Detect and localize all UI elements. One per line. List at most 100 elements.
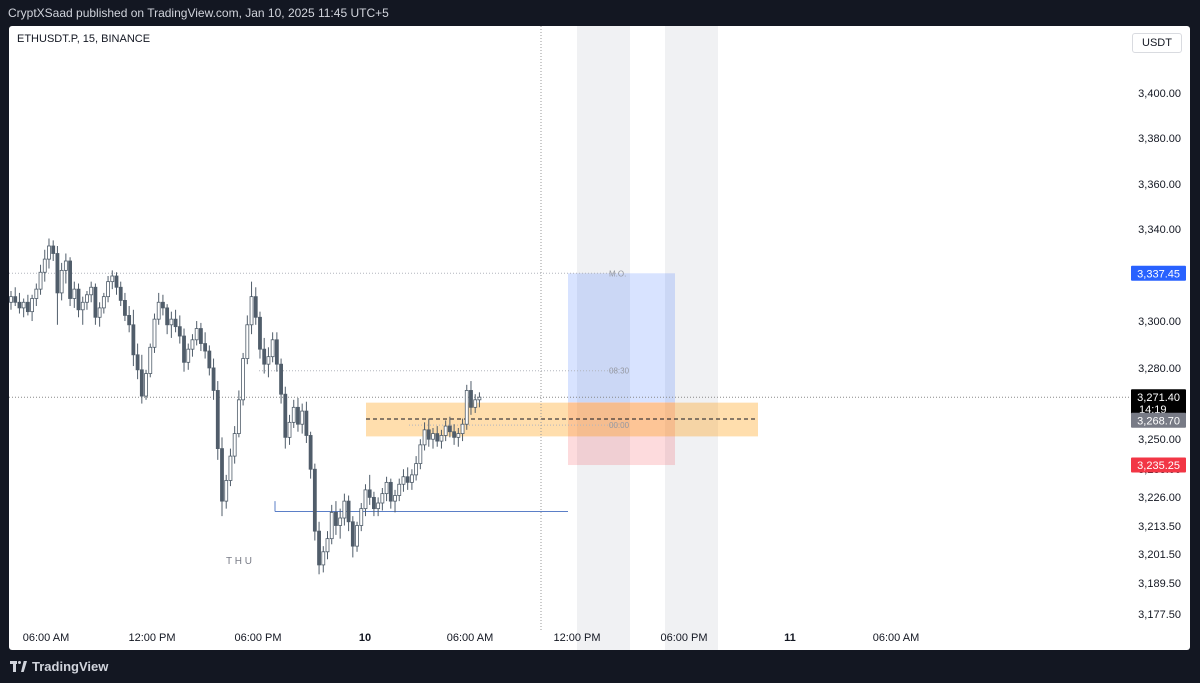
candle xyxy=(266,347,271,378)
candle xyxy=(72,281,77,308)
y-tick-label: 3,189.50 xyxy=(1138,578,1181,590)
candle xyxy=(283,386,288,449)
candle xyxy=(190,334,195,357)
y-tick-label: 3,400.00 xyxy=(1138,88,1181,100)
candle xyxy=(401,469,406,492)
candle xyxy=(114,272,119,295)
price-chart[interactable]: M.O. 08:30 00:00 T H U 3,400.00 3,380.00 3,360… xyxy=(9,26,1190,650)
publish-header: CryptXSaad published on TradingView.com,… xyxy=(0,0,1200,26)
candle xyxy=(447,416,452,438)
annotation-label: 00:00 xyxy=(609,421,630,430)
candle xyxy=(342,493,347,526)
candle xyxy=(55,245,60,325)
candle xyxy=(317,521,321,575)
currency-unit-button[interactable]: USDT xyxy=(1132,33,1182,53)
candle xyxy=(76,283,81,318)
candle xyxy=(308,431,313,479)
candle xyxy=(279,358,283,404)
symbol-label[interactable]: ETHUSDT.P, 15, BINANCE xyxy=(17,33,151,45)
candle xyxy=(47,238,51,269)
candle xyxy=(207,345,212,376)
last-price-tag-bg xyxy=(1131,389,1186,418)
candle xyxy=(388,478,393,509)
candle xyxy=(131,309,136,367)
candle xyxy=(194,321,199,346)
candle xyxy=(460,418,465,442)
candle xyxy=(464,384,469,430)
x-tick-label: 12:00 PM xyxy=(128,632,175,644)
candle xyxy=(473,394,478,413)
candle xyxy=(139,354,144,404)
candle xyxy=(9,291,13,310)
tradingview-brand[interactable]: TradingView xyxy=(10,659,108,674)
candle xyxy=(118,281,123,307)
candle xyxy=(296,397,300,432)
candle xyxy=(51,240,56,262)
annotation-label: M.O. xyxy=(609,269,626,278)
candle xyxy=(325,531,330,560)
candle xyxy=(253,287,258,325)
candle xyxy=(186,343,191,370)
candle xyxy=(372,491,376,517)
candle xyxy=(165,304,170,335)
candle xyxy=(350,516,355,558)
candle xyxy=(152,313,157,353)
candle xyxy=(435,426,440,447)
candle xyxy=(144,369,148,400)
y-tick-label: 3,360.00 xyxy=(1138,179,1181,191)
candle xyxy=(236,390,241,438)
y-tick-label: 3,300.00 xyxy=(1138,316,1181,328)
candle xyxy=(127,306,132,333)
candle xyxy=(262,337,267,374)
demand-zone xyxy=(366,402,758,437)
y-tick-label: 3,201.50 xyxy=(1138,549,1181,561)
candle xyxy=(405,467,410,490)
candle xyxy=(393,489,397,513)
y-tick-label: 3,213.50 xyxy=(1138,521,1181,533)
stop-area xyxy=(568,402,675,466)
x-tick-label: 06:00 AM xyxy=(873,632,919,644)
candle xyxy=(359,503,364,532)
candle xyxy=(224,474,229,509)
candle xyxy=(161,294,165,316)
candle xyxy=(198,322,203,352)
y-tick-label: 3,280.00 xyxy=(1138,363,1181,375)
x-tick-label: 06:00 AM xyxy=(23,632,69,644)
chart-panel[interactable]: M.O. 08:30 00:00 T H U 3,400.00 3,380.00 3,360… xyxy=(9,26,1190,650)
y-tick-label: 3,380.00 xyxy=(1138,133,1181,145)
candle xyxy=(156,292,161,325)
candle xyxy=(63,253,68,284)
candle xyxy=(384,476,389,502)
candle xyxy=(249,281,254,335)
candle xyxy=(274,332,279,372)
candle xyxy=(477,392,482,408)
candle xyxy=(68,257,72,307)
candle xyxy=(287,414,292,445)
y-tick-label: 3,226.00 xyxy=(1138,492,1181,504)
candle xyxy=(25,294,30,316)
candle xyxy=(363,484,368,517)
candle xyxy=(97,302,102,327)
candle xyxy=(452,424,457,445)
candle xyxy=(89,281,94,303)
publish-info: CryptXSaad published on TradingView.com,… xyxy=(8,6,389,20)
footer-bar: TradingView xyxy=(0,650,1200,683)
last-price-tag-label: 3,271.40 xyxy=(1137,392,1180,404)
candle xyxy=(42,249,47,282)
target-area xyxy=(568,273,675,403)
candle xyxy=(93,283,98,325)
candle xyxy=(439,429,444,449)
candle xyxy=(148,343,153,378)
candle xyxy=(329,504,334,545)
candle xyxy=(177,315,182,344)
y-tick-label: 3,177.50 xyxy=(1138,609,1181,621)
price-tag-bg xyxy=(1131,265,1186,281)
candle xyxy=(258,311,262,359)
candle xyxy=(123,292,127,322)
candle xyxy=(30,294,35,322)
candle xyxy=(241,352,246,406)
candle xyxy=(59,262,64,301)
session-band xyxy=(577,26,630,650)
candle xyxy=(21,298,26,318)
candle xyxy=(215,381,220,460)
